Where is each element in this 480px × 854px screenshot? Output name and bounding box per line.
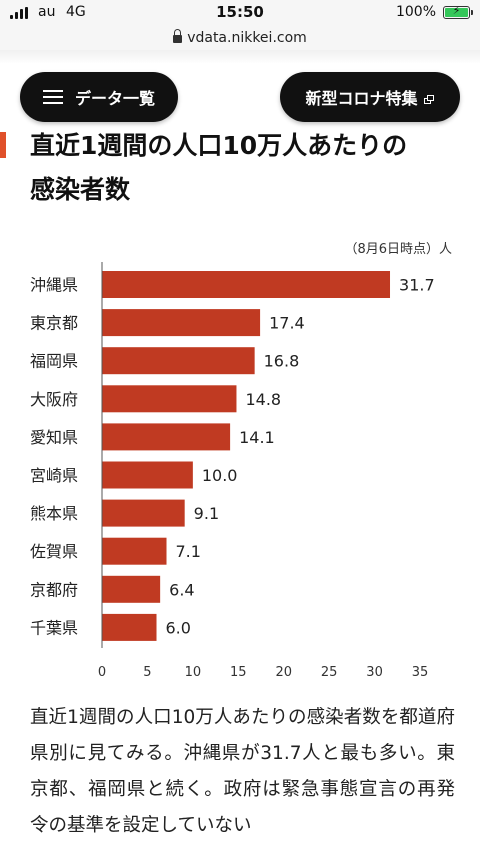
value-label: 7.1	[176, 542, 201, 561]
bar	[102, 537, 167, 565]
bar	[102, 309, 261, 337]
corona-special-label: 新型コロナ特集	[305, 89, 418, 108]
toolbar-divider	[0, 50, 480, 64]
bar	[102, 499, 185, 527]
category-label: 熊本県	[30, 504, 78, 523]
x-tick-label: 10	[185, 665, 202, 680]
carrier-name: au	[38, 4, 56, 20]
category-label: 福岡県	[30, 352, 78, 371]
category-label: 沖縄県	[30, 276, 78, 295]
value-label: 6.0	[166, 618, 191, 637]
value-label: 14.8	[245, 390, 281, 409]
external-link-icon	[423, 95, 435, 105]
category-label: 佐賀県	[30, 542, 78, 561]
category-label: 愛知県	[30, 428, 78, 447]
bar	[102, 385, 237, 413]
value-label: 9.1	[194, 504, 219, 523]
data-list-label: データ一覧	[74, 89, 155, 108]
category-label: 大阪府	[30, 390, 78, 409]
x-tick-label: 5	[143, 665, 151, 680]
x-tick-label: 20	[275, 665, 292, 680]
network-type: 4G	[66, 4, 86, 20]
category-label: 京都府	[30, 580, 78, 599]
data-list-button[interactable]: データ一覧	[20, 72, 178, 122]
x-tick-label: 15	[230, 665, 247, 680]
category-label: 宮崎県	[30, 466, 78, 485]
value-label: 16.8	[264, 352, 300, 371]
corona-special-button[interactable]: 新型コロナ特集	[280, 72, 460, 122]
article-body: 直近1週間の人口10万人あたりの感染者数を都道府県別に見てみる。沖縄県が31.7…	[30, 707, 455, 836]
heading-accent-bar	[0, 132, 6, 158]
bar-chart: 沖縄県 31.7 東京都 17.4 福岡県 16.8 大阪府 14.8 愛知県 14.1 宮崎県 10…	[30, 262, 435, 680]
bar	[102, 613, 157, 641]
status-bar: au 4G 15:50 100% ⚡	[0, 0, 480, 26]
hamburger-menu-icon	[42, 90, 63, 104]
x-tick-label: 0	[98, 665, 106, 680]
title-line-1: 直近1週間の人口10万人あたりの	[30, 131, 408, 160]
value-label: 10.0	[202, 466, 238, 485]
bar	[102, 461, 193, 489]
address-bar[interactable]: vdata.nikkei.com	[0, 26, 480, 50]
category-label: 千葉県	[30, 618, 78, 637]
x-tick-label: 35	[412, 665, 429, 680]
page-title: 直近1週間の人口10万人あたりの 感染者数	[30, 124, 460, 212]
category-label: 東京都	[30, 314, 78, 333]
value-label: 6.4	[169, 580, 194, 599]
value-label: 17.4	[269, 314, 305, 333]
url-text: vdata.nikkei.com	[187, 30, 307, 46]
value-label: 31.7	[399, 276, 435, 295]
lock-icon	[173, 29, 183, 43]
clock: 15:50	[216, 3, 264, 21]
bar	[102, 575, 161, 603]
x-tick-label: 30	[366, 665, 383, 680]
value-label: 14.1	[239, 428, 275, 447]
title-line-2: 感染者数	[30, 175, 131, 204]
bar	[102, 423, 231, 451]
battery-charging-icon: ⚡	[443, 4, 473, 19]
bar	[102, 347, 255, 375]
chart-note: （8月6日時点）人	[344, 242, 452, 257]
battery-percentage: 100%	[395, 4, 436, 20]
signal-strength-icon	[10, 7, 30, 19]
bar	[102, 271, 391, 298]
x-tick-label: 25	[321, 665, 338, 680]
